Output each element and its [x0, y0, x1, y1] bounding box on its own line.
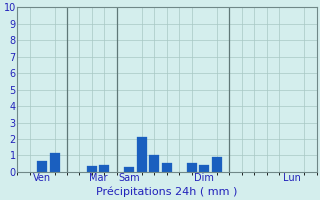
Bar: [100, 165, 109, 172]
Bar: [199, 165, 209, 172]
Bar: [87, 166, 97, 172]
Bar: [149, 155, 159, 172]
Bar: [137, 137, 147, 172]
Bar: [162, 163, 172, 172]
Bar: [187, 163, 197, 172]
Bar: [37, 161, 47, 172]
Bar: [50, 153, 60, 172]
X-axis label: Précipitations 24h ( mm ): Précipitations 24h ( mm ): [96, 186, 237, 197]
Bar: [124, 167, 134, 172]
Bar: [212, 157, 222, 172]
